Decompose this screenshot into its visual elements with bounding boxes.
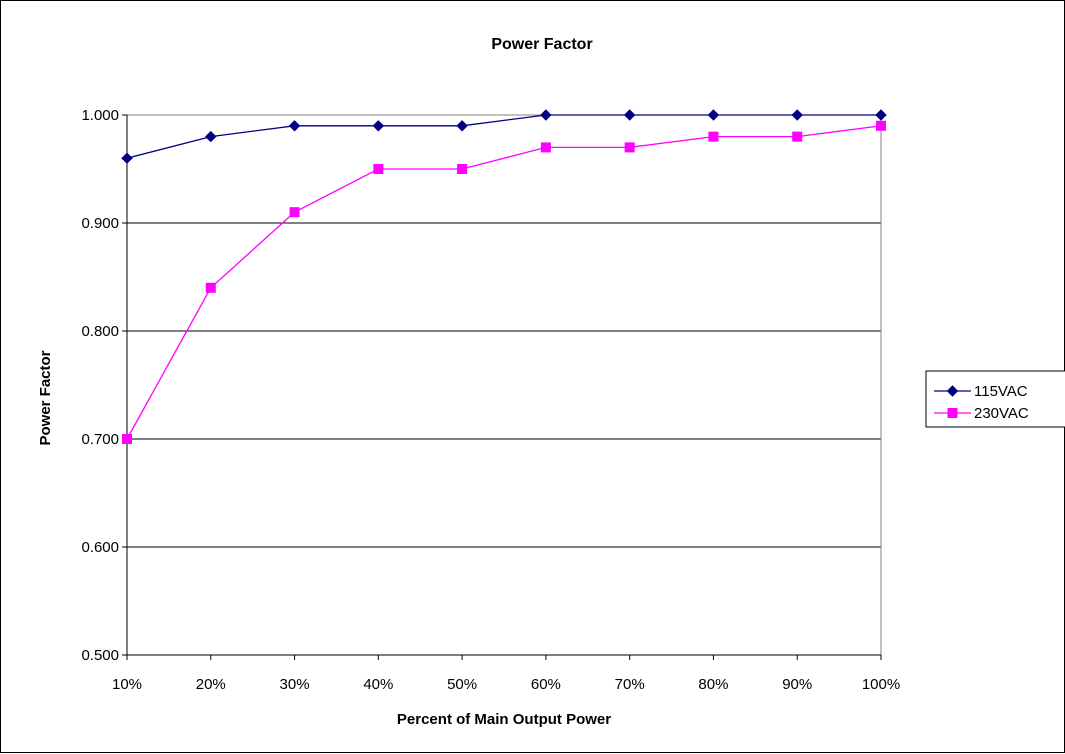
data-point: [540, 109, 552, 121]
data-point: [708, 131, 719, 142]
data-point: [373, 164, 384, 174]
plot-area: [126, 114, 882, 656]
legend-label: 230VAC: [974, 405, 1029, 422]
x-tick-label: 100%: [862, 676, 900, 693]
data-point: [205, 130, 217, 143]
x-tick-label: 50%: [447, 676, 477, 693]
data-point: [121, 152, 133, 164]
y-tick-label: 0.700: [81, 431, 119, 448]
legend-swatch-marker: [946, 385, 959, 397]
series-line: [126, 114, 881, 159]
chart-title: Power Factor: [491, 36, 592, 53]
y-tick-label: 0.900: [81, 215, 119, 232]
data-point: [876, 120, 886, 131]
y-tick-label: 0.600: [81, 539, 119, 556]
series-line: [126, 125, 882, 440]
data-point: [875, 109, 887, 121]
legend-item: 230VAC: [934, 405, 1029, 422]
data-point: [456, 120, 468, 132]
data-point: [791, 109, 803, 121]
data-point: [205, 282, 216, 293]
x-tick-label: 90%: [782, 676, 812, 693]
y-tick-label: 0.800: [81, 323, 119, 340]
tick-labels: 0.500 0.600 0.700 0.800 0.900 1.000 10% 20% 30% 4…: [81, 107, 900, 693]
data-point: [372, 120, 385, 132]
x-tick-label: 30%: [280, 676, 310, 693]
series-230VAC: [122, 120, 886, 444]
legend-item: 115VAC: [934, 383, 1028, 400]
data-point: [289, 207, 300, 218]
data-point: [288, 120, 301, 132]
data-point: [624, 142, 635, 153]
data-point: [707, 109, 720, 121]
data-point: [623, 109, 636, 121]
series: [121, 109, 887, 444]
x-tick-label: 20%: [196, 676, 226, 693]
data-point: [540, 142, 551, 153]
axes: [122, 114, 882, 660]
data-point: [122, 434, 132, 444]
y-tick-label: 0.500: [81, 647, 119, 664]
x-tick-label: 70%: [615, 676, 645, 693]
x-tick-label: 10%: [112, 676, 142, 693]
series-115VAC: [121, 109, 887, 164]
x-tick-label: 60%: [531, 676, 561, 693]
legend: 115VAC 230VAC: [925, 370, 1065, 428]
legend-label: 115VAC: [974, 383, 1028, 400]
legend-swatch-marker: [947, 408, 958, 418]
gridlines: [127, 114, 881, 548]
y-tick-label: 1.000: [81, 107, 119, 124]
data-point: [792, 131, 803, 142]
x-axis-label: Percent of Main Output Power: [397, 711, 611, 728]
y-axis-label: Power Factor: [37, 350, 54, 445]
x-tick-label: 80%: [698, 676, 728, 693]
data-point: [457, 164, 468, 174]
x-tick-label: 40%: [363, 676, 393, 693]
